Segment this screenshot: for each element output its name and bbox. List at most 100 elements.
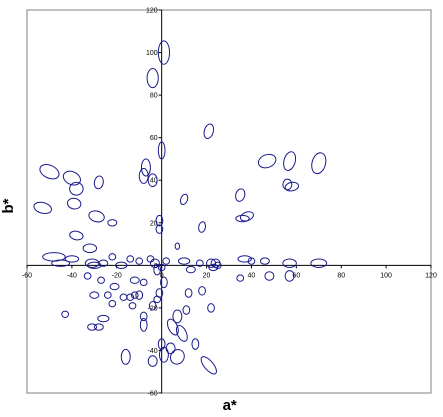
data-point xyxy=(184,288,193,298)
data-point xyxy=(155,214,164,227)
data-point xyxy=(88,210,105,223)
data-point xyxy=(257,153,277,169)
data-point xyxy=(157,141,166,160)
data-point xyxy=(259,257,270,265)
data-point xyxy=(108,299,117,308)
data-point xyxy=(51,259,71,267)
data-point xyxy=(61,310,70,318)
data-point xyxy=(103,291,112,299)
data-point xyxy=(33,201,52,215)
x-tick-label: 20 xyxy=(203,272,211,279)
x-tick-label: 100 xyxy=(380,272,392,279)
data-point xyxy=(39,164,60,180)
data-point xyxy=(98,259,109,267)
data-point xyxy=(264,271,275,281)
data-point xyxy=(147,173,158,188)
data-point xyxy=(149,258,160,268)
data-point xyxy=(139,311,148,322)
data-point xyxy=(198,286,206,296)
y-tick-label: 40 xyxy=(150,178,158,185)
data-point xyxy=(119,293,128,301)
data-point xyxy=(153,295,162,304)
data-point xyxy=(185,265,196,274)
data-point xyxy=(66,197,82,210)
data-point xyxy=(157,338,166,350)
x-tick-label: -20 xyxy=(112,272,122,279)
data-point xyxy=(169,349,185,365)
x-axis-title: a* xyxy=(223,397,237,414)
data-point xyxy=(128,302,137,310)
data-point xyxy=(135,257,144,265)
data-point xyxy=(97,314,110,323)
data-point xyxy=(108,253,117,261)
data-point xyxy=(109,282,120,291)
x-tick-label: 60 xyxy=(292,272,300,279)
x-tick-label: 80 xyxy=(337,272,345,279)
data-point xyxy=(178,257,191,265)
axes xyxy=(27,10,431,393)
data-point xyxy=(146,68,159,89)
ticks xyxy=(26,9,432,394)
data-point xyxy=(69,230,84,241)
data-point xyxy=(135,290,144,300)
data-point xyxy=(175,324,188,342)
data-point xyxy=(140,158,151,177)
data-point xyxy=(236,274,245,282)
data-points xyxy=(33,40,328,375)
data-point xyxy=(138,168,149,184)
data-point xyxy=(64,255,80,263)
y-tick-label: 0 xyxy=(154,263,158,270)
data-point xyxy=(69,181,84,196)
data-point xyxy=(311,152,327,175)
data-point xyxy=(120,348,131,365)
data-point xyxy=(89,291,100,299)
x-tick-label: -60 xyxy=(22,272,32,279)
x-tick-label: -40 xyxy=(67,272,77,279)
data-point xyxy=(129,276,140,284)
data-point xyxy=(153,263,162,276)
y-tick-label: -60 xyxy=(148,391,158,398)
data-point xyxy=(139,318,148,332)
data-point xyxy=(237,255,252,263)
data-point xyxy=(284,270,295,282)
y-tick-label: 60 xyxy=(150,135,158,142)
y-tick-label: -20 xyxy=(148,305,158,312)
data-point xyxy=(208,263,219,272)
data-point xyxy=(166,318,179,336)
data-point xyxy=(87,261,102,270)
data-point xyxy=(207,303,215,313)
y-tick-label: 120 xyxy=(146,8,158,15)
x-tick-label: 0 xyxy=(160,272,164,279)
data-point xyxy=(310,258,328,268)
data-point xyxy=(162,257,171,265)
data-point xyxy=(82,243,98,254)
x-tick-label: 120 xyxy=(425,272,437,279)
y-tick-label: 20 xyxy=(150,220,158,227)
y-axis-title: b* xyxy=(0,198,17,213)
data-point xyxy=(165,342,176,355)
data-point xyxy=(155,224,164,234)
data-point xyxy=(284,181,300,192)
data-point xyxy=(160,276,168,289)
data-point xyxy=(130,291,139,299)
tick-labels: -60 -40 -20 0 20 40 60 80 100 120 -60 -40 -20 0 20 40 60… xyxy=(22,8,437,398)
data-point xyxy=(283,151,297,171)
data-point xyxy=(147,355,158,367)
data-point xyxy=(158,346,169,363)
data-point xyxy=(203,123,215,140)
data-point xyxy=(179,193,189,206)
data-point xyxy=(83,272,92,280)
data-point xyxy=(174,242,181,250)
data-point xyxy=(191,338,200,350)
y-tick-label: -40 xyxy=(148,348,158,355)
data-point xyxy=(148,301,157,311)
data-point xyxy=(198,221,207,233)
data-point xyxy=(157,40,171,65)
data-point xyxy=(139,278,148,287)
data-point xyxy=(235,214,250,223)
data-point xyxy=(200,356,217,375)
data-point xyxy=(107,219,118,227)
data-point xyxy=(115,261,128,270)
data-point xyxy=(97,276,105,284)
